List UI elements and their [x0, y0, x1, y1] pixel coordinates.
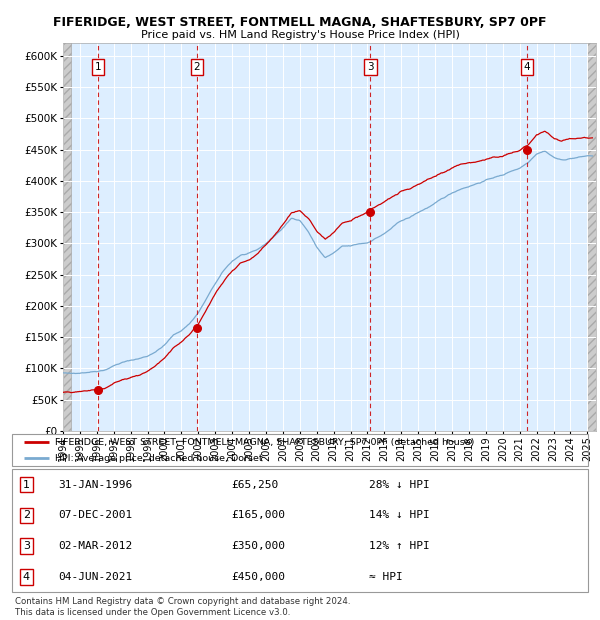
Text: 2: 2 [194, 62, 200, 72]
Text: Price paid vs. HM Land Registry's House Price Index (HPI): Price paid vs. HM Land Registry's House … [140, 30, 460, 40]
Text: £350,000: £350,000 [231, 541, 285, 551]
Text: 2: 2 [23, 510, 30, 520]
Text: 14% ↓ HPI: 14% ↓ HPI [369, 510, 430, 520]
Text: £65,250: £65,250 [231, 480, 278, 490]
Text: 4: 4 [523, 62, 530, 72]
Text: ≈ HPI: ≈ HPI [369, 572, 403, 582]
Bar [587, 25, 600, 431]
Text: 04-JUN-2021: 04-JUN-2021 [58, 572, 133, 582]
Text: HPI: Average price, detached house, Dorset: HPI: Average price, detached house, Dors… [55, 454, 263, 463]
Text: FIFERIDGE, WEST STREET, FONTMELL MAGNA, SHAFTESBURY, SP7 0PF: FIFERIDGE, WEST STREET, FONTMELL MAGNA, … [53, 16, 547, 29]
Text: FIFERIDGE, WEST STREET, FONTMELL MAGNA, SHAFTESBURY, SP7 0PF (detached house): FIFERIDGE, WEST STREET, FONTMELL MAGNA, … [55, 438, 475, 446]
Text: 3: 3 [23, 541, 30, 551]
Text: 31-JAN-1996: 31-JAN-1996 [58, 480, 133, 490]
Text: Contains HM Land Registry data © Crown copyright and database right 2024.
This d: Contains HM Land Registry data © Crown c… [15, 598, 350, 617]
Text: 02-MAR-2012: 02-MAR-2012 [58, 541, 133, 551]
Bar [63, 25, 71, 431]
Text: 4: 4 [23, 572, 30, 582]
Text: £450,000: £450,000 [231, 572, 285, 582]
Text: 1: 1 [23, 480, 30, 490]
Text: 1: 1 [95, 62, 101, 72]
Text: £165,000: £165,000 [231, 510, 285, 520]
Text: 3: 3 [367, 62, 374, 72]
Text: 07-DEC-2001: 07-DEC-2001 [58, 510, 133, 520]
Text: 28% ↓ HPI: 28% ↓ HPI [369, 480, 430, 490]
Text: 12% ↑ HPI: 12% ↑ HPI [369, 541, 430, 551]
